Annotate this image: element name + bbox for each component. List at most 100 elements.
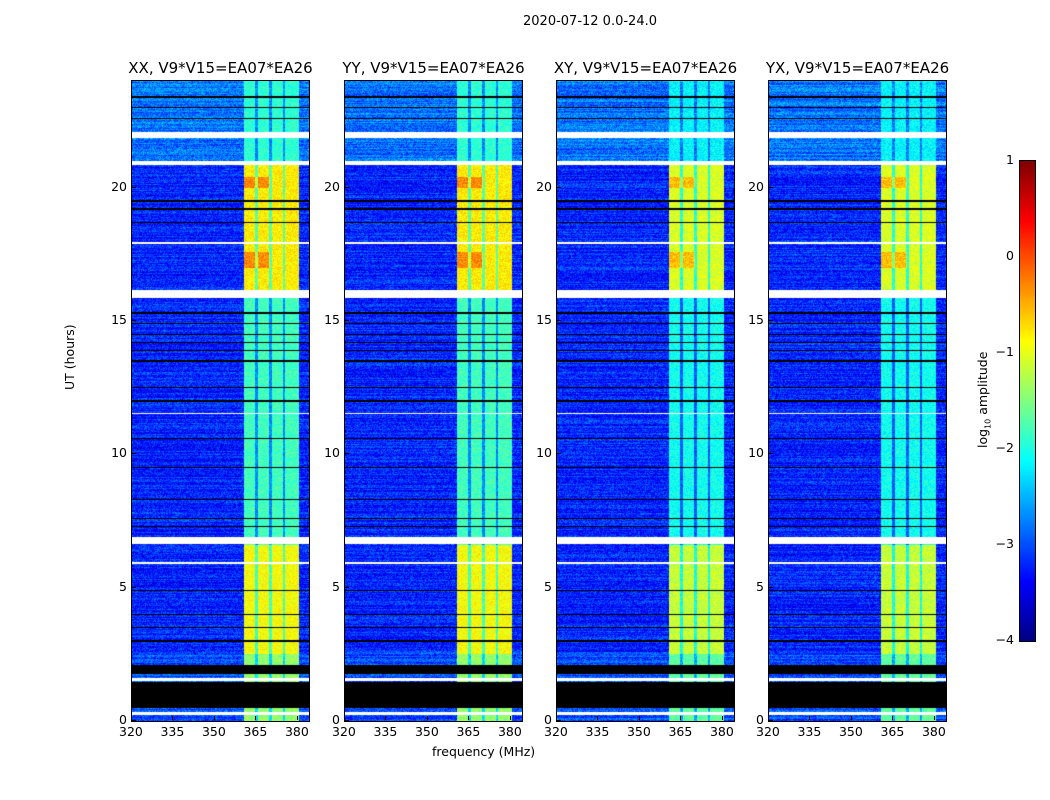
y-tick-mark [132,320,136,321]
x-tick-mark [426,716,428,720]
x-tick-label: 350 [201,724,226,739]
panel-title-XY: XY, V9*V15=EA07*EA26 [553,59,738,77]
x-tick-label: 320 [756,724,780,739]
colorbar-tick-label: −4 [995,632,1014,647]
y-tick-label: 15 [324,312,340,327]
panel-title-YY: YY, V9*V15=EA07*EA26 [342,59,525,77]
y-tick-mark [132,586,136,588]
y-tick-label: 5 [756,578,764,594]
y-tick-mark [345,453,349,455]
x-tick-label: 335 [373,724,398,739]
y-tick-mark [132,186,136,188]
y-tick-mark [769,320,773,321]
y-tick-mark [132,453,136,455]
x-tick-label: 335 [160,724,185,739]
colorbar-tick-label: −1 [995,344,1014,359]
heatmap-YY [345,81,522,721]
y-tick-label: 15 [536,312,552,327]
heatmap-XY [557,81,734,721]
y-tick-mark [769,586,773,588]
x-tick-mark [172,716,174,720]
x-tick-mark [680,716,682,720]
x-tick-label: 380 [497,724,522,739]
x-tick-mark [344,716,345,720]
y-axis-label: UT (hours) [62,324,77,390]
y-tick-label: 0 [544,712,552,727]
y-tick-label: 10 [324,445,340,461]
y-tick-label: 15 [111,312,127,327]
panel-title-YX: YX, V9*V15=EA07*EA26 [765,59,950,77]
panel-YY: YY, V9*V15=EA07*EA26 [342,59,525,722]
y-tick-label: 20 [748,178,764,194]
y-tick-label: 0 [119,712,127,727]
y-tick-label: 20 [324,178,340,194]
y-tick-mark [345,720,349,721]
x-tick-mark [933,716,935,720]
x-axis-label: frequency (MHz) [432,744,536,759]
x-tick-label: 365 [456,724,481,739]
panel-title-XX: XX, V9*V15=EA07*EA26 [128,59,313,77]
x-tick-label: 365 [243,724,268,739]
colorbar-tick-label: −2 [995,440,1014,455]
colorbar-tick-label: 1 [1006,152,1014,167]
y-tick-mark [769,186,773,188]
y-tick-mark [345,586,349,588]
x-tick-label: 380 [921,724,946,739]
x-tick-label: 365 [668,724,693,739]
panel-YX: YX, V9*V15=EA07*EA26 [766,59,949,722]
y-tick-label: 0 [332,712,340,727]
colorbar [1019,160,1036,642]
x-tick-mark [638,716,640,720]
y-tick-mark [557,320,561,321]
x-tick-mark [768,716,769,720]
heatmap-XX [132,81,309,721]
y-tick-label: 20 [111,178,127,194]
x-tick-mark [296,716,298,720]
x-tick-label: 350 [414,724,439,739]
panel-XY: XY, V9*V15=EA07*EA26 [554,59,737,722]
y-tick-mark [345,186,349,188]
x-tick-mark [809,716,811,720]
x-tick-label: 320 [332,724,356,739]
y-tick-label: 5 [544,578,552,594]
x-tick-label: 350 [626,724,651,739]
x-tick-label: 350 [838,724,863,739]
y-tick-label: 0 [756,712,764,727]
colorbar-tick-label: −3 [995,536,1014,551]
x-tick-label: 335 [585,724,610,739]
x-tick-mark [468,716,470,720]
figure-title: 2020-07-12 0.0-24.0 [523,14,657,29]
y-tick-label: 20 [536,178,552,194]
y-tick-label: 10 [748,445,764,461]
y-tick-label: 15 [748,312,764,327]
x-tick-label: 320 [544,724,568,739]
x-tick-label: 365 [880,724,905,739]
x-tick-label: 380 [284,724,309,739]
x-tick-label: 335 [797,724,822,739]
x-tick-mark [385,716,387,720]
colorbar-tick-label: 0 [1006,248,1014,263]
x-tick-mark [213,716,215,720]
panel-XX: XX, V9*V15=EA07*EA26 [128,59,313,722]
y-tick-mark [769,720,773,721]
heatmap-YX [769,81,946,721]
y-tick-mark [557,453,561,455]
y-tick-mark [345,320,349,321]
y-tick-mark [132,720,136,721]
x-tick-mark [892,716,894,720]
x-tick-mark [131,716,132,720]
x-tick-label: 380 [709,724,734,739]
y-tick-mark [557,720,561,721]
colorbar-label: log10 amplitude [975,351,993,448]
x-tick-label: 320 [119,724,143,739]
x-tick-mark [509,716,511,720]
y-tick-label: 5 [332,578,340,594]
x-tick-mark [597,716,599,720]
x-tick-mark [255,716,257,720]
y-tick-mark [557,186,561,188]
x-tick-mark [850,716,852,720]
x-tick-mark [556,716,557,720]
x-tick-mark [721,716,723,720]
y-tick-mark [557,586,561,588]
